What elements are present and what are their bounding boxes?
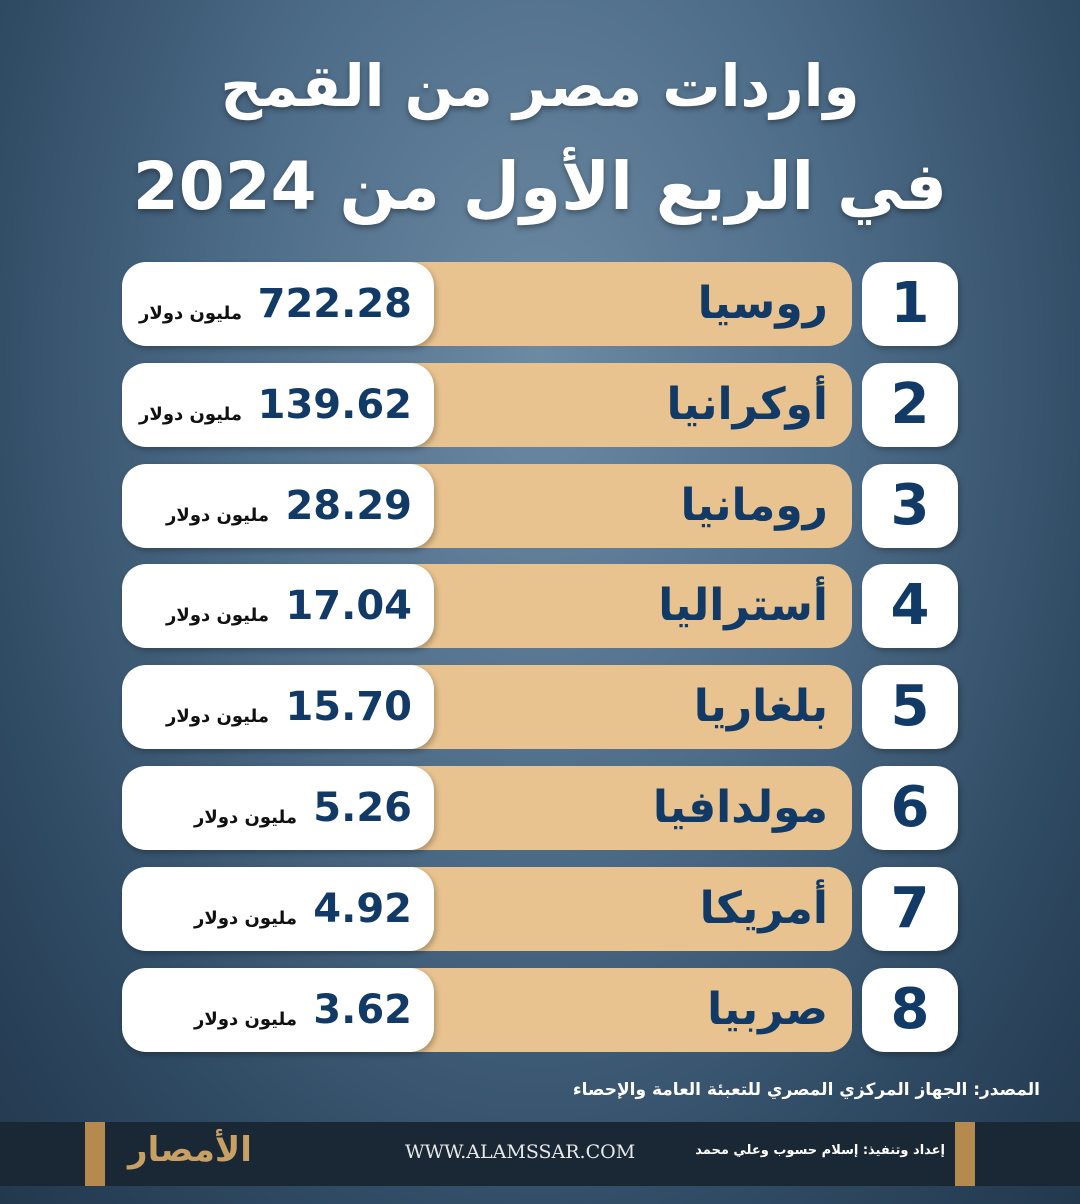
website: WWW.ALAMSSAR.COM [405,1141,636,1163]
row: 7 أمريكا 4.92 مليون دولار [0,866,1080,951]
country-bar [400,463,852,548]
row: 5 بلغاريا 15.70 مليون دولار [0,665,1080,750]
country: صربيا [707,983,828,1035]
accent [85,1122,105,1186]
country-bar [400,564,852,649]
rank: 6 [862,766,958,850]
row: 8 صربيا 3.62 مليون دولار [0,967,1080,1052]
country-bar [400,262,852,346]
accent [955,1122,975,1186]
country: روسيا [697,278,828,329]
value-pill [122,463,434,548]
row: 2 أوكرانيا 139.62 مليون دولار [0,362,1080,447]
value: 28.29 [285,482,412,529]
footer: الأمصار WWW.ALAMSSAR.COM إعداد وتنفيذ: إ… [0,1122,1080,1186]
rank: 3 [862,463,958,548]
unit: مليون دولار [194,807,297,828]
rank: 1 [862,262,958,346]
rank: 5 [862,665,958,750]
country-bar [400,967,852,1052]
value-pill [122,766,434,850]
row: 1 روسيا 722.28 مليون دولار [0,262,1080,346]
value: 17.04 [285,583,412,630]
country-bar [400,362,852,447]
unit: مليون دولار [166,504,269,526]
country: أستراليا [658,580,828,632]
country: رومانيا [680,479,828,531]
row: 4 أستراليا 17.04 مليون دولار [0,564,1080,649]
rank: 7 [862,866,958,951]
value-pill [122,866,434,951]
country: مولدافيا [652,782,828,833]
rank: 4 [862,564,958,649]
value-pill [122,262,434,346]
value: 3.62 [313,986,412,1033]
unit: مليون دولار [166,605,269,627]
value: 15.70 [285,684,412,731]
unit: مليون دولار [139,303,242,324]
value: 722.28 [257,281,412,327]
country: أوكرانيا [666,378,828,430]
country: بلغاريا [693,681,828,733]
rank: 8 [862,967,958,1052]
country-bar [400,665,852,750]
value: 4.92 [313,885,412,932]
title: في الربع الأول من 2024 [132,148,948,225]
unit: مليون دولار [194,907,297,929]
country: أمريكا [699,882,828,934]
value-pill [122,967,434,1052]
value: 5.26 [313,785,412,831]
country-bar [400,866,852,951]
row: 6 مولدافيا 5.26 مليون دولار [0,766,1080,850]
unit: مليون دولار [139,403,242,425]
rank: 2 [862,362,958,447]
unit: مليون دولار [194,1008,297,1030]
logo: الأمصار [128,1130,252,1170]
value: 139.62 [257,381,412,428]
value-pill [122,665,434,750]
title: واردات مصر من القمح [220,52,860,120]
value-pill [122,362,434,447]
row: 3 رومانيا 28.29 مليون دولار [0,463,1080,548]
value-pill [122,564,434,649]
country-bar [400,766,852,850]
credit: إعداد وتنفيذ: إسلام حسوب وعلي محمد [695,1143,945,1158]
source: المصدر: الجهاز المركزي المصري للتعبئة ال… [572,1080,1040,1100]
unit: مليون دولار [166,706,269,728]
